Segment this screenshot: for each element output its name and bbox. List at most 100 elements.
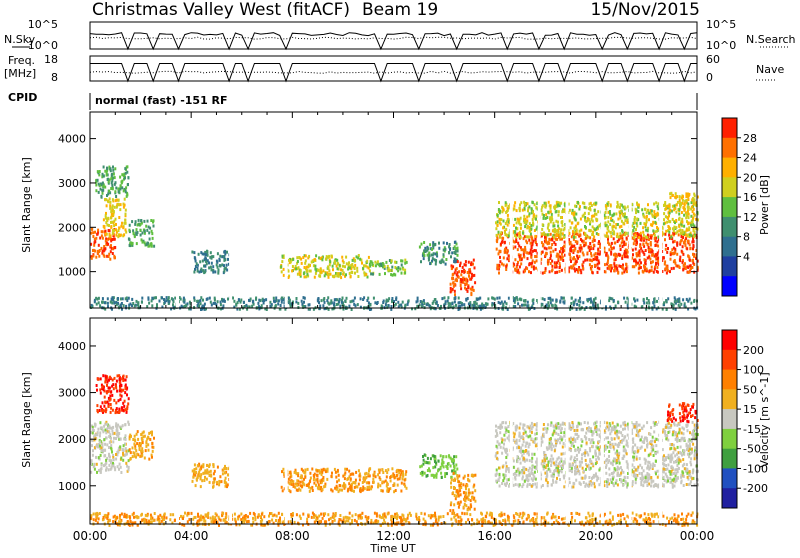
power-cell (116, 303, 118, 306)
power-cell (675, 232, 677, 235)
power-cell (583, 244, 585, 247)
power-cell (470, 278, 472, 281)
power-cell (679, 195, 681, 198)
velocity-cell (316, 470, 318, 473)
velocity-cell (108, 464, 110, 467)
power-cell (636, 225, 638, 228)
power-cell (523, 215, 525, 218)
power-cell (604, 234, 606, 237)
power-cell (610, 231, 612, 234)
power-cell (140, 219, 142, 222)
velocity-cell (474, 508, 476, 511)
power-cell (580, 218, 582, 221)
power-cell (117, 297, 119, 300)
velocity-cell (122, 448, 124, 451)
velocity-cell (104, 396, 106, 399)
power-cell (460, 262, 462, 265)
velocity-cell (129, 434, 131, 437)
power-cell (550, 262, 552, 265)
power-cell (642, 226, 644, 229)
power-cell (106, 194, 108, 197)
velocity-cell (96, 404, 98, 407)
power-cell (130, 303, 132, 306)
power-cell (121, 222, 123, 225)
velocity-cell (129, 438, 131, 441)
power-cell (339, 305, 341, 308)
power-cell (551, 243, 553, 246)
power-cell (692, 244, 694, 247)
power-cell (105, 233, 107, 236)
power-cell (224, 250, 226, 253)
velocity-cell (400, 490, 402, 493)
velocity-cell (473, 484, 475, 487)
power-cell (679, 202, 681, 205)
power-cell (619, 225, 621, 228)
power-cell (625, 251, 627, 254)
power-cell (562, 232, 564, 235)
power-cell (573, 212, 575, 215)
velocity-cell (290, 490, 292, 493)
power-cell (151, 297, 153, 300)
power-cell (519, 258, 521, 261)
velocity-cell (281, 486, 283, 489)
power-cell (533, 265, 535, 268)
velocity-cell (310, 487, 312, 490)
power-cell (679, 256, 681, 259)
power-cell (655, 262, 657, 265)
power-cell (354, 267, 356, 270)
velocity-cell (522, 444, 524, 447)
velocity-cell (120, 398, 122, 401)
velocity-cell (125, 462, 127, 465)
power-cell (551, 216, 553, 219)
velocity-cell (100, 471, 102, 474)
velocity-cell (299, 481, 301, 484)
velocity-cell (123, 375, 125, 378)
power-cell (590, 252, 592, 255)
power-cell (516, 221, 518, 224)
velocity-cell (443, 465, 445, 468)
power-cell (693, 235, 695, 238)
power-cell (345, 256, 347, 259)
power-cell (240, 299, 242, 302)
power-cell (524, 221, 526, 224)
velocity-cell (362, 486, 364, 489)
power-cell (544, 202, 546, 205)
power-cell (682, 261, 684, 264)
power-cell (518, 221, 520, 224)
velocity-cell (372, 478, 374, 481)
power-cell (325, 258, 327, 261)
power-cell (559, 266, 561, 269)
power-cell (632, 236, 634, 239)
power-cell (107, 200, 109, 203)
power-cell (436, 301, 438, 304)
velocity-cell (96, 471, 98, 474)
power-cell (676, 253, 678, 256)
power-cell (528, 205, 530, 208)
power-cell (678, 233, 680, 236)
power-cell (535, 238, 537, 241)
velocity-cell (368, 482, 370, 485)
velocity-cell (203, 472, 205, 475)
power-cell (368, 301, 370, 304)
power-cell (220, 301, 222, 304)
power-cell (613, 213, 615, 216)
velocity-cell (124, 400, 126, 403)
power-cell (274, 300, 276, 303)
power-cell (683, 225, 685, 228)
power-cell (638, 236, 640, 239)
power-cell (517, 242, 519, 245)
power-cell (112, 166, 114, 169)
velocity-cell (346, 468, 348, 471)
velocity-cell (196, 479, 198, 482)
power-cell (503, 264, 505, 267)
velocity-cell (96, 389, 98, 392)
power-cell (587, 252, 589, 255)
power-cell (527, 226, 529, 229)
power-cell (550, 254, 552, 257)
velocity-cell (133, 443, 135, 446)
power-cell (589, 249, 591, 252)
power-cell (106, 224, 108, 227)
power-cell (674, 207, 676, 210)
velocity-cell (113, 458, 115, 461)
power-cell (461, 281, 463, 284)
